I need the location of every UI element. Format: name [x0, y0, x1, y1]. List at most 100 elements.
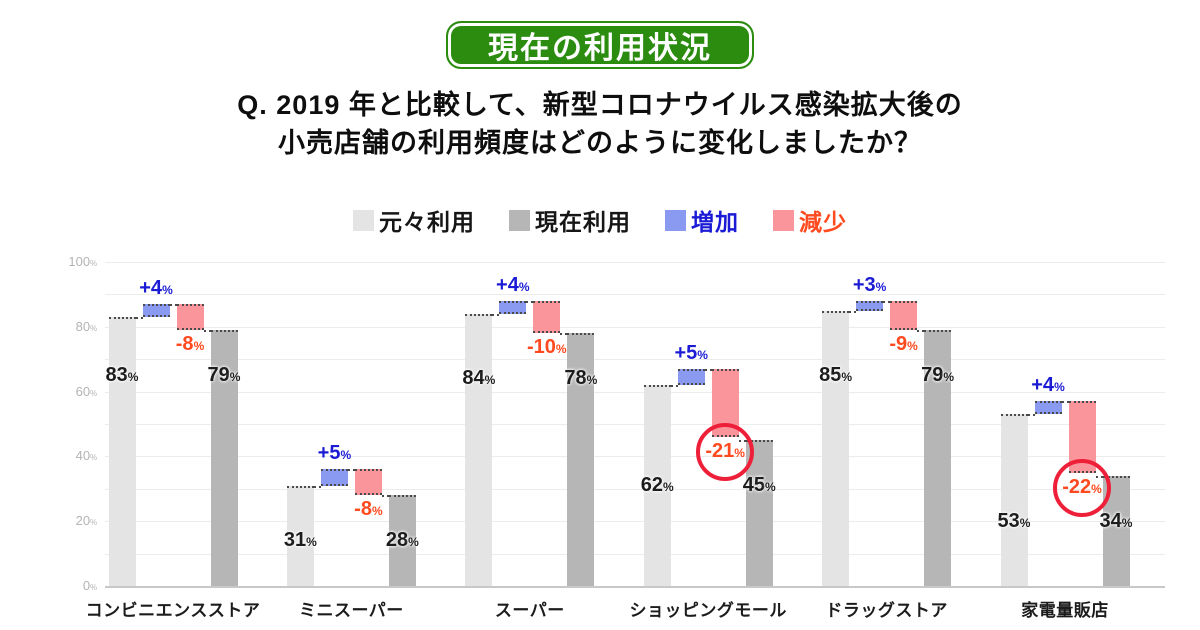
legend-swatch: [509, 209, 530, 231]
legend-item-1: 現在利用: [509, 203, 631, 237]
dotted-connector: [492, 313, 500, 316]
increase-label: +5%: [674, 341, 708, 364]
value-label-original: 31%: [283, 529, 317, 552]
value-label-original: 53%: [997, 509, 1031, 532]
category-label: ミニスーパー: [298, 601, 404, 620]
bar-original: [108, 317, 136, 586]
dotted-connector: [670, 385, 678, 388]
dotted-connector: [347, 469, 355, 472]
dotted-connector: [313, 485, 321, 488]
legend-swatch: [773, 209, 794, 231]
legend-label: 減少: [799, 209, 847, 235]
value-label-current: 79%: [921, 364, 955, 387]
dotted-connector: [883, 300, 891, 303]
question-line-1: Q. 2019 年と比較して、新型コロナウイルス感染拡大後の: [237, 90, 963, 120]
increase-label: +5%: [317, 442, 352, 465]
dotted-connector: [917, 330, 925, 333]
bar-current: [924, 330, 952, 586]
bar-original: [822, 310, 850, 586]
gridline: [105, 391, 1165, 393]
decrease-label: -8%: [175, 333, 205, 356]
value-label-current: 45%: [742, 474, 776, 497]
bar-original: [465, 313, 493, 586]
y-tick-label: 80%: [75, 318, 97, 334]
legend-swatch: [353, 209, 374, 231]
increase-label: +3%: [852, 273, 887, 296]
decrease-label: -21%: [705, 439, 745, 462]
value-label-original: 62%: [640, 474, 674, 497]
decrease-label: -22%: [1062, 475, 1102, 498]
category-label: ショッピングモール: [629, 601, 787, 620]
bar-current: [210, 330, 238, 586]
y-tick-label: 0%: [82, 578, 97, 593]
dotted-connector: [1027, 414, 1035, 417]
decrease-label: -9%: [889, 333, 918, 356]
dotted-connector: [704, 368, 712, 371]
bar-increase: [320, 469, 348, 486]
dotted-connector: [203, 330, 211, 333]
decrease-label: -8%: [354, 498, 383, 521]
gridline: [105, 262, 1165, 263]
gridline: [105, 424, 1165, 425]
gridline: [105, 553, 1165, 555]
y-tick-label: 20%: [75, 513, 97, 529]
dotted-connector: [526, 300, 534, 303]
title-badge-text: 現在の利用状況: [488, 32, 712, 65]
increase-label: +4%: [139, 277, 173, 300]
legend-item-3: 減少: [773, 203, 847, 237]
value-label-current: 34%: [1099, 509, 1133, 532]
legend-swatch: [665, 209, 686, 231]
bar-original: [1000, 414, 1028, 586]
dotted-connector: [849, 310, 857, 313]
value-label-current: 28%: [385, 529, 419, 552]
value-label-current: 78%: [564, 367, 598, 390]
question-text: Q. 2019 年と比較して、新型コロナウイルス感染拡大後の 小売店舗の利用頻度…: [0, 86, 1200, 162]
gridline: [105, 521, 1165, 523]
category-label: コンビニエンスストア: [85, 601, 261, 620]
highlight-circle: [696, 422, 755, 481]
question-line-2: 小売店舗の利用頻度はどのように変化しましたか？: [278, 128, 922, 158]
bar-current: [567, 333, 595, 586]
category-label: 家電量販店: [1021, 601, 1109, 620]
category-label: スーパー: [494, 601, 565, 620]
bar-increase: [142, 304, 170, 318]
dotted-connector: [560, 333, 568, 336]
decrease-label: -10%: [527, 336, 567, 359]
bar-decrease: [533, 300, 561, 334]
legend-item-2: 増加: [665, 203, 739, 237]
legend-label: 元々利用: [379, 209, 475, 235]
highlight-circle: [1053, 458, 1111, 517]
legend-label: 現在利用: [535, 209, 631, 235]
gridline: [105, 456, 1165, 458]
gridline: [105, 359, 1165, 361]
dotted-connector: [169, 304, 177, 307]
value-label-original: 84%: [462, 367, 496, 390]
bar-original: [643, 385, 671, 586]
dotted-connector: [135, 317, 143, 320]
value-label-original: 85%: [819, 364, 853, 387]
bar-increase: [677, 368, 705, 386]
bar-increase: [856, 300, 884, 311]
gridline: [105, 294, 1165, 296]
bar-original: [286, 485, 314, 586]
gridline: [105, 326, 1165, 328]
chart-plot-area: 0% 20% 40% 60% 80% 100% 83% 79% +4% -8% コンビニエンスストア…: [68, 254, 1165, 620]
x-axis-baseline: [105, 586, 1165, 588]
y-tick-label: 60%: [75, 383, 97, 399]
dotted-connector: [381, 495, 389, 498]
chart-legend: 元々利用 現在利用 増加 減少: [0, 203, 1200, 237]
y-tick-label: 100%: [68, 254, 97, 269]
title-badge: 現在の利用状況: [446, 21, 754, 69]
value-label-current: 79%: [207, 364, 241, 387]
bar-decrease: [890, 300, 918, 331]
gridline: [105, 488, 1165, 490]
legend-label: 増加: [691, 209, 739, 235]
bar-increase: [1034, 401, 1062, 415]
dotted-connector: [1061, 401, 1069, 404]
bar-decrease: [354, 469, 382, 496]
bar-current: [388, 495, 416, 586]
legend-item-0: 元々利用: [353, 203, 475, 237]
y-tick-label: 40%: [75, 448, 97, 464]
increase-label: +4%: [496, 273, 530, 296]
